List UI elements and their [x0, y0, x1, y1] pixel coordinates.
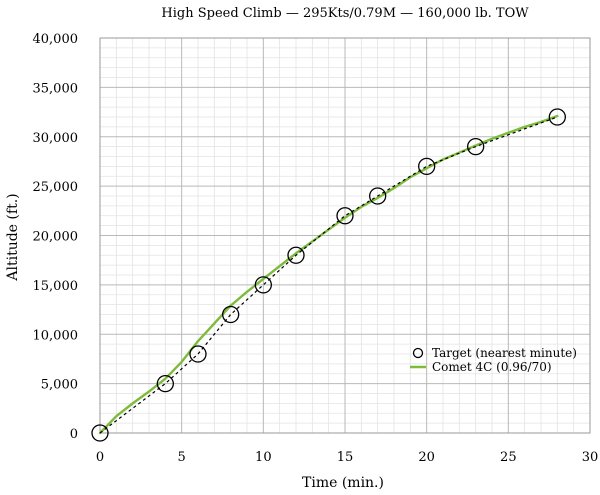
- target-dotted-line: [99, 116, 558, 434]
- y-axis-title: Altitude (ft.): [5, 193, 21, 281]
- target-point: [222, 305, 240, 324]
- y-tick-label: 30,000: [33, 131, 79, 146]
- x-tick-label: 0: [96, 450, 104, 465]
- x-tick-label: 15: [337, 450, 354, 465]
- target-point: [287, 246, 305, 264]
- x-tick-label: 10: [255, 450, 272, 465]
- target-point: [189, 345, 207, 363]
- y-tick-label: 25,000: [33, 180, 79, 195]
- x-axis-title: Time (min.): [302, 475, 384, 491]
- target-point: [548, 108, 566, 126]
- target-point: [254, 276, 272, 294]
- legend-target-label: Target (nearest minute): [432, 346, 577, 360]
- legend-comet-label: Comet 4C (0.96/70): [432, 360, 552, 374]
- y-tick-label: 35,000: [33, 81, 79, 96]
- y-tick-label: 10,000: [33, 328, 79, 343]
- tick-labels: 0 5 10 15 20 25 30 0 5,000 10,000 15,000 20,000 25,0…: [33, 32, 599, 465]
- legend: Target (nearest minute) Comet 4C (0.96/7…: [410, 346, 577, 374]
- x-tick-label: 5: [178, 450, 186, 465]
- target-point: [418, 157, 436, 176]
- target-point: [336, 207, 354, 225]
- legend-target-marker: [412, 347, 424, 359]
- y-tick-label: 20,000: [33, 230, 79, 245]
- grid: [99, 37, 591, 434]
- target-point: [156, 374, 174, 393]
- x-tick-label: 20: [418, 450, 435, 465]
- series: [91, 108, 566, 442]
- plot-frame: [99, 37, 591, 434]
- y-tick-label: 5,000: [41, 378, 78, 393]
- y-tick-label: 0: [70, 427, 78, 442]
- target-point: [91, 424, 109, 442]
- target-point: [467, 137, 485, 156]
- target-point: [369, 187, 387, 205]
- y-tick-label: 15,000: [33, 279, 79, 294]
- chart-title: High Speed Climb — 295Kts/0.79M — 160,00…: [161, 6, 529, 21]
- x-tick-label: 25: [500, 450, 517, 465]
- y-tick-label: 40,000: [33, 32, 79, 47]
- x-tick-label: 30: [582, 450, 599, 465]
